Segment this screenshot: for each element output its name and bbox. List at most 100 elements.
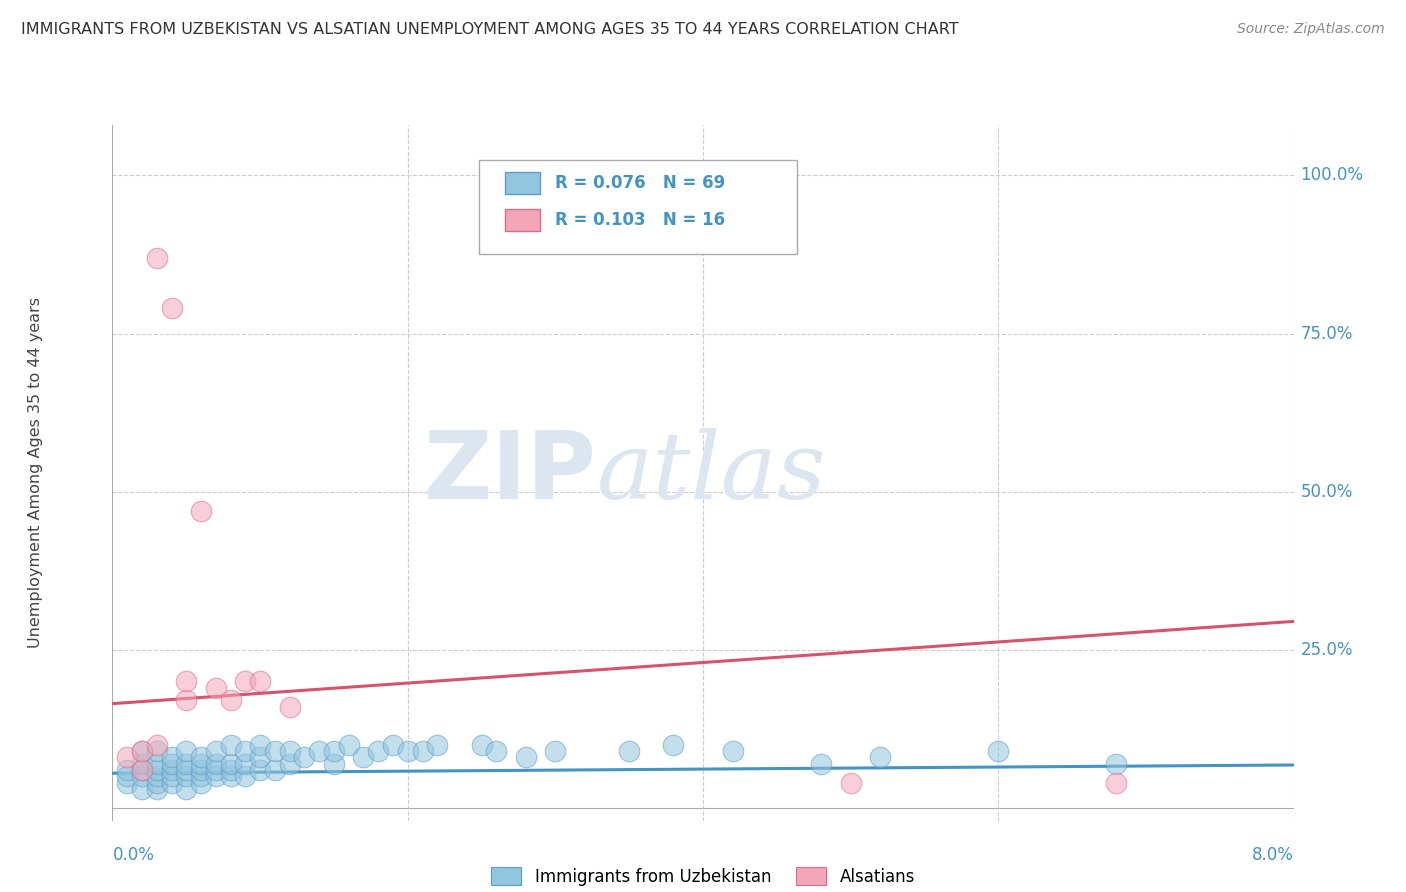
Point — [278, 756, 301, 771]
Point — [721, 744, 744, 758]
Point — [367, 744, 389, 758]
Point — [146, 756, 169, 771]
FancyBboxPatch shape — [478, 160, 797, 253]
Point — [264, 744, 287, 758]
Point — [278, 744, 301, 758]
Point — [131, 744, 153, 758]
Point — [174, 782, 197, 797]
Point — [308, 744, 330, 758]
Point — [1105, 756, 1128, 771]
Text: 8.0%: 8.0% — [1251, 846, 1294, 863]
Point — [131, 756, 153, 771]
Point — [323, 756, 346, 771]
Point — [839, 775, 862, 789]
Point — [382, 738, 405, 752]
Point — [131, 782, 153, 797]
Point — [1105, 775, 1128, 789]
Point — [278, 699, 301, 714]
Point — [146, 782, 169, 797]
Point — [146, 251, 169, 265]
Point — [264, 763, 287, 777]
Point — [396, 744, 419, 758]
Text: Unemployment Among Ages 35 to 44 years: Unemployment Among Ages 35 to 44 years — [28, 297, 42, 648]
Text: IMMIGRANTS FROM UZBEKISTAN VS ALSATIAN UNEMPLOYMENT AMONG AGES 35 TO 44 YEARS CO: IMMIGRANTS FROM UZBEKISTAN VS ALSATIAN U… — [21, 22, 959, 37]
Point — [249, 738, 271, 752]
Point — [174, 756, 197, 771]
Text: ZIP: ZIP — [423, 426, 596, 519]
Point — [174, 744, 197, 758]
Point — [426, 738, 449, 752]
Point — [190, 756, 212, 771]
FancyBboxPatch shape — [505, 172, 540, 194]
Point — [233, 674, 256, 689]
Point — [205, 744, 228, 758]
Point — [662, 738, 685, 752]
Point — [160, 763, 183, 777]
Point — [131, 763, 153, 777]
Point — [352, 750, 374, 764]
Point — [146, 769, 169, 783]
Point — [160, 769, 183, 783]
Point — [160, 750, 183, 764]
Point — [219, 756, 242, 771]
Point — [515, 750, 537, 764]
Point — [117, 750, 138, 764]
Point — [174, 763, 197, 777]
Point — [190, 775, 212, 789]
Point — [292, 750, 315, 764]
Point — [117, 763, 138, 777]
Point — [131, 744, 153, 758]
Point — [249, 674, 271, 689]
Point — [205, 769, 228, 783]
Text: 0.0%: 0.0% — [112, 846, 155, 863]
Point — [337, 738, 360, 752]
Point — [174, 674, 197, 689]
Text: 100.0%: 100.0% — [1301, 167, 1364, 185]
Point — [412, 744, 434, 758]
Point — [146, 744, 169, 758]
FancyBboxPatch shape — [505, 209, 540, 231]
Point — [160, 775, 183, 789]
Point — [323, 744, 346, 758]
Point — [987, 744, 1010, 758]
Text: 50.0%: 50.0% — [1301, 483, 1353, 500]
Text: 75.0%: 75.0% — [1301, 325, 1353, 343]
Point — [471, 738, 494, 752]
Point — [249, 750, 271, 764]
Point — [205, 756, 228, 771]
Text: R = 0.103   N = 16: R = 0.103 N = 16 — [555, 211, 725, 229]
Point — [174, 769, 197, 783]
Point — [160, 301, 183, 316]
Point — [131, 763, 153, 777]
Text: R = 0.076   N = 69: R = 0.076 N = 69 — [555, 174, 725, 193]
Point — [810, 756, 832, 771]
Point — [190, 769, 212, 783]
Point — [219, 763, 242, 777]
Point — [544, 744, 567, 758]
Point — [233, 756, 256, 771]
Point — [619, 744, 641, 758]
Text: 25.0%: 25.0% — [1301, 640, 1353, 659]
Point — [160, 756, 183, 771]
Point — [233, 744, 256, 758]
Point — [485, 744, 508, 758]
Point — [233, 769, 256, 783]
Point — [190, 763, 212, 777]
Text: Source: ZipAtlas.com: Source: ZipAtlas.com — [1237, 22, 1385, 37]
Point — [219, 738, 242, 752]
Point — [190, 750, 212, 764]
Point — [117, 769, 138, 783]
Point — [146, 775, 169, 789]
Point — [205, 763, 228, 777]
Point — [190, 504, 212, 518]
Point — [174, 693, 197, 707]
Legend: Immigrants from Uzbekistan, Alsatians: Immigrants from Uzbekistan, Alsatians — [485, 861, 921, 892]
Point — [146, 738, 169, 752]
Point — [146, 763, 169, 777]
Point — [117, 775, 138, 789]
Point — [205, 681, 228, 695]
Point — [219, 693, 242, 707]
Point — [869, 750, 891, 764]
Text: atlas: atlas — [596, 428, 827, 517]
Point — [131, 769, 153, 783]
